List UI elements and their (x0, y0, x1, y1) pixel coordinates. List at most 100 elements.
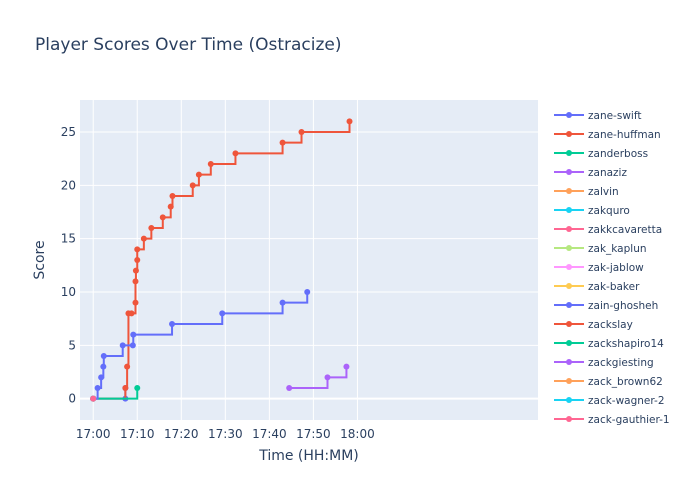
data-point (132, 278, 139, 285)
data-point (232, 150, 239, 157)
data-point (128, 310, 135, 317)
legend-swatch-marker (566, 188, 572, 194)
legend-item-zakquro[interactable]: zakquro (554, 205, 630, 217)
legend-label: zalvin (588, 186, 619, 198)
legend-swatch-marker (566, 359, 572, 365)
legend-label: zanderboss (588, 148, 648, 160)
data-point (100, 353, 107, 359)
legend-item-zack-gauthier-1[interactable]: zack-gauthier-1 (554, 414, 670, 426)
legend-item-zackgiesting[interactable]: zackgiesting (554, 357, 654, 369)
legend[interactable]: zane-swift zane-huffman zanderboss zanaziz z… (554, 110, 670, 426)
data-point (148, 225, 155, 231)
data-point (129, 342, 136, 349)
legend-item-zanaziz[interactable]: zanaziz (554, 167, 627, 179)
legend-label: zane-swift (588, 110, 641, 122)
series-zanaziz (286, 363, 350, 391)
data-point (298, 129, 305, 135)
data-point (124, 363, 131, 370)
y-tick-label: 10 (61, 285, 76, 299)
y-tick-label: 5 (68, 338, 76, 352)
legend-swatch-marker (566, 131, 572, 137)
data-point (195, 171, 202, 178)
legend-swatch-marker (566, 169, 572, 175)
data-point (122, 385, 129, 391)
data-point (90, 395, 97, 402)
data-point (132, 299, 139, 306)
legend-item-zain-ghosheh[interactable]: zain-ghosheh (554, 300, 658, 312)
legend-swatch-marker (566, 226, 572, 232)
legend-item-zack-wagner-2[interactable]: zack-wagner-2 (554, 395, 665, 407)
data-point (140, 235, 147, 242)
legend-swatch-marker (566, 264, 572, 270)
legend-item-zak-kaplun[interactable]: zak_kaplun (554, 243, 647, 255)
legend-label: zackgiesting (588, 357, 654, 369)
legend-label: zanaziz (588, 167, 627, 179)
legend-swatch-marker (566, 321, 572, 327)
legend-label: zakquro (588, 205, 630, 217)
legend-item-zackslay[interactable]: zackslay (554, 319, 633, 331)
legend-item-zane-huffman[interactable]: zane-huffman (554, 129, 661, 141)
legend-item-zane-swift[interactable]: zane-swift (554, 110, 641, 122)
x-tick-label: 18:00 (340, 427, 375, 441)
data-point (167, 203, 174, 210)
x-tick-label: 17:40 (252, 427, 287, 441)
y-tick-label: 15 (61, 232, 76, 246)
legend-swatch-marker (566, 112, 572, 118)
data-point (279, 299, 286, 306)
legend-label: zackshapiro14 (588, 338, 664, 350)
data-point (324, 374, 331, 381)
legend-label: zak-baker (588, 281, 640, 293)
data-point (134, 246, 141, 253)
legend-swatch-marker (566, 150, 572, 156)
x-axis-ticks: 17:00 17:10 17:20 17:30 17:40 17:50 18:00 (76, 427, 375, 441)
data-point (279, 139, 286, 146)
legend-label: zane-huffman (588, 129, 661, 141)
data-point (98, 374, 105, 381)
x-tick-label: 17:30 (208, 427, 243, 441)
y-tick-label: 25 (61, 125, 76, 139)
legend-item-zalvin[interactable]: zalvin (554, 186, 619, 198)
legend-swatch-marker (566, 378, 572, 384)
y-axis-ticks: 0 5 10 15 20 25 (61, 125, 76, 406)
legend-item-zack-brown62[interactable]: zack_brown62 (554, 376, 663, 388)
legend-swatch-marker (566, 397, 572, 403)
legend-item-zanderboss[interactable]: zanderboss (554, 148, 648, 160)
data-point (189, 182, 196, 189)
legend-item-zackshapiro14[interactable]: zackshapiro14 (554, 338, 664, 350)
data-point (304, 289, 311, 295)
x-tick-label: 17:20 (164, 427, 199, 441)
series-line (93, 292, 309, 400)
x-tick-label: 17:00 (76, 427, 111, 441)
series-zain-ghosheh (90, 289, 311, 402)
data-point (134, 385, 141, 391)
legend-swatch-marker (566, 245, 572, 251)
legend-item-zakkcavaretta[interactable]: zakkcavaretta (554, 224, 662, 236)
series-zack-gauthier-1 (90, 395, 97, 402)
data-point (159, 214, 166, 221)
data-point (207, 161, 214, 167)
data-point (132, 267, 139, 274)
x-tick-label: 17:50 (296, 427, 331, 441)
plot-area (80, 100, 538, 420)
legend-swatch-marker (566, 302, 572, 308)
data-point (346, 118, 353, 125)
data-point (343, 363, 350, 370)
chart-title: Player Scores Over Time (Ostracize) (35, 35, 342, 55)
data-point (94, 385, 101, 391)
legend-swatch-marker (566, 416, 572, 422)
y-axis-title: Score (32, 240, 48, 279)
data-point (134, 257, 141, 263)
legend-label: zack-gauthier-1 (588, 414, 670, 426)
y-tick-label: 20 (61, 178, 76, 192)
legend-label: zackslay (588, 319, 633, 331)
data-point (130, 331, 137, 338)
legend-item-zak-baker[interactable]: zak-baker (554, 281, 640, 293)
legend-item-zak-jablow[interactable]: zak-jablow (554, 262, 644, 274)
series-line (93, 388, 139, 400)
legend-label: zakkcavaretta (588, 224, 662, 236)
legend-swatch-marker (566, 207, 572, 213)
data-point (169, 321, 176, 327)
legend-swatch-marker (566, 340, 572, 346)
y-tick-label: 0 (68, 392, 76, 406)
